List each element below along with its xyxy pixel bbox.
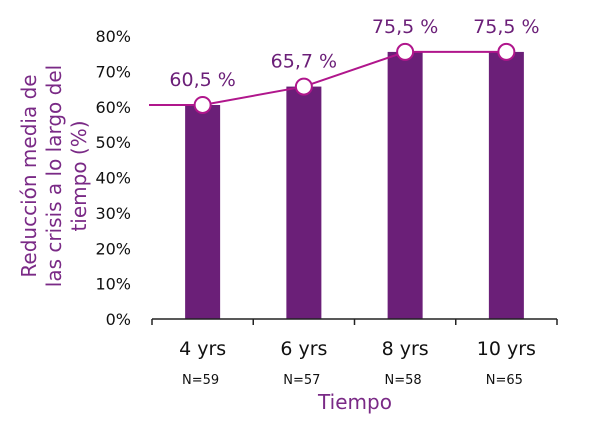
- y-tick-label: 50%: [95, 133, 131, 152]
- y-axis-title-line: Reducción media de: [17, 74, 41, 277]
- sample-size-label: N=58: [385, 373, 422, 388]
- trend-point-3: [396, 42, 415, 61]
- y-tick-label: 20%: [95, 239, 131, 258]
- y-tick-label: 10%: [95, 275, 131, 294]
- y-tick-label: 70%: [95, 62, 131, 81]
- y-tick-label: 30%: [95, 204, 131, 223]
- y-tick-label: 40%: [95, 169, 131, 188]
- x-tick-label: 10 yrs: [477, 338, 536, 360]
- y-axis-title-line: tiempo (%): [67, 120, 91, 231]
- y-axis-title-line: las crisis a lo largo del: [42, 65, 66, 287]
- sample-size-label: N=57: [283, 373, 320, 388]
- x-axis-title: Tiempo: [317, 390, 392, 414]
- data-label: 65,7 %: [271, 51, 337, 73]
- trend-point-2: [294, 77, 313, 96]
- bar-3: [387, 51, 423, 319]
- y-tick-label: 80%: [95, 27, 131, 46]
- x-tick-label: 8 yrs: [382, 338, 429, 360]
- bar-4: [488, 51, 524, 319]
- trend-point-4: [497, 42, 516, 61]
- y-axis-title: Reducción media delas crisis a lo largo …: [17, 65, 91, 287]
- sample-size-label: N=65: [486, 373, 523, 388]
- y-tick-label: 60%: [95, 98, 131, 117]
- y-tick-label: 0%: [106, 310, 131, 329]
- x-tick-label: 6 yrs: [280, 338, 327, 360]
- bar-2: [286, 86, 322, 320]
- data-label: 75,5 %: [473, 16, 539, 38]
- trend-point-1: [193, 95, 212, 114]
- data-label: 75,5 %: [372, 16, 438, 38]
- bar-1: [185, 104, 221, 319]
- sample-size-label: N=59: [182, 373, 219, 388]
- data-label: 60,5 %: [169, 69, 235, 91]
- x-tick-label: 4 yrs: [179, 338, 226, 360]
